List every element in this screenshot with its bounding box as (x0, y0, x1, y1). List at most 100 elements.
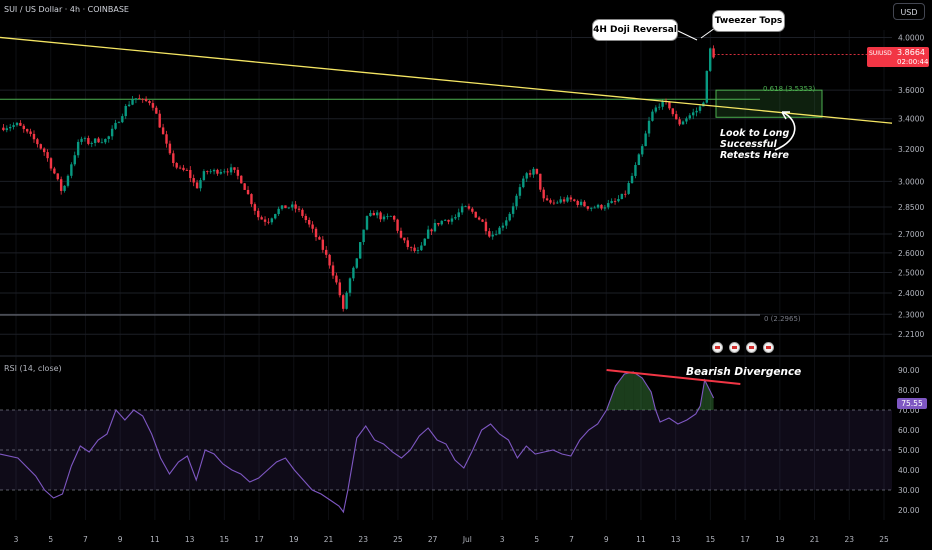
time-axis-tick: 7 (83, 535, 88, 544)
candle-body (511, 206, 515, 214)
candle-body (610, 201, 613, 204)
candle-body (345, 292, 348, 309)
long-retest-annotation: Look to Long Successful Retests Here (720, 128, 810, 161)
candle-body (19, 122, 22, 126)
time-axis-tick: 13 (185, 535, 195, 544)
candle-body (121, 116, 124, 123)
candle-body (634, 165, 637, 176)
candle-body (216, 169, 219, 174)
candle-body (114, 122, 117, 129)
candle-body (318, 237, 321, 240)
candle-body (151, 103, 155, 108)
price-axis-tick: 2.8500 (898, 203, 924, 212)
candle-body (175, 163, 178, 168)
candle-body (66, 175, 70, 186)
rsi-value-tag: 75.55 (897, 398, 927, 409)
candle-body (12, 125, 15, 127)
candle-body (627, 183, 630, 194)
candle-body (117, 122, 121, 123)
us-flag-icon[interactable] (729, 342, 740, 353)
candle-body (590, 207, 593, 209)
candle-body (56, 173, 59, 180)
candle-body (573, 199, 576, 201)
currency-button[interactable]: USD (893, 3, 925, 20)
candle-body (474, 211, 477, 218)
candle-body (36, 139, 39, 145)
candle-body (420, 245, 423, 251)
rsi-axis-tick: 50.00 (898, 446, 920, 455)
retest-arrow (774, 111, 796, 151)
candle-body (148, 101, 151, 104)
us-flag-icon[interactable] (746, 342, 757, 353)
candle-body (229, 167, 233, 173)
candle-body (552, 202, 556, 204)
candle-body (647, 120, 651, 134)
candle-body (209, 171, 212, 173)
candle-body (539, 173, 542, 190)
rsi-axis-tick: 60.00 (898, 426, 920, 435)
candle-body (29, 131, 32, 134)
rsi-axis-tick: 20.00 (898, 506, 920, 515)
candle-body (566, 197, 569, 202)
descending-trendline (0, 36, 893, 124)
candle-body (274, 214, 277, 219)
candle-body (104, 138, 107, 143)
candle-body (240, 175, 243, 184)
price-axis-tick: 2.5000 (898, 269, 924, 278)
candle-body (287, 207, 291, 209)
candle-body (260, 217, 263, 220)
price-axis-tick: 2.3000 (898, 310, 924, 319)
candle-body (396, 219, 399, 231)
candle-body (253, 204, 257, 211)
time-axis-tick: 11 (150, 535, 160, 544)
candle-body (182, 167, 185, 171)
candle-body (450, 218, 454, 222)
candle-body (709, 48, 712, 71)
candle-body (579, 201, 583, 205)
price-axis-tick: 2.4000 (898, 289, 924, 298)
candle-body (342, 295, 345, 309)
candle-body (63, 185, 66, 191)
candle-body (39, 144, 42, 149)
candle-body (76, 141, 80, 156)
candle-body (454, 217, 457, 219)
us-flag-icon[interactable] (763, 342, 774, 353)
symbol-title: SUI / US Dollar · 4h · COINBASE (4, 5, 129, 14)
candle-body (362, 229, 365, 243)
candle-body (576, 200, 579, 205)
candle-body (291, 204, 294, 208)
candle-body (607, 203, 610, 208)
candle-body (308, 219, 311, 225)
candle-body (389, 215, 392, 217)
us-flag-icon[interactable] (712, 342, 723, 353)
time-axis-tick: 17 (254, 535, 264, 544)
time-axis-tick: 9 (118, 535, 123, 544)
price-axis-tick: 4.0000 (898, 33, 924, 42)
candle-body (250, 194, 253, 205)
candle-body (32, 133, 36, 140)
candle-body (206, 171, 209, 172)
candle-body (481, 219, 484, 222)
candle-body (675, 114, 678, 120)
rsi-axis-tick: 40.00 (898, 466, 920, 475)
doji-callout-pointer (675, 29, 698, 41)
long-retest-line-1: Look to Long (720, 128, 790, 139)
candle-body (294, 204, 297, 209)
candle-body (392, 215, 396, 220)
candle-body (498, 227, 501, 235)
candle-body (464, 206, 467, 208)
candle-body (107, 136, 110, 139)
rsi-overbought-fill (615, 374, 625, 410)
candle-body (165, 134, 168, 144)
candle-body (138, 98, 141, 100)
candle-body (365, 216, 369, 230)
candle-body (83, 138, 87, 139)
rsi-overbought-fill (642, 378, 652, 410)
candle-body (542, 189, 545, 199)
candle-body (430, 229, 433, 232)
candle-body (219, 171, 223, 174)
rsi-indicator-label: RSI (14, close) (4, 364, 62, 373)
time-axis-tick: 13 (671, 535, 681, 544)
candle-body (314, 228, 318, 238)
